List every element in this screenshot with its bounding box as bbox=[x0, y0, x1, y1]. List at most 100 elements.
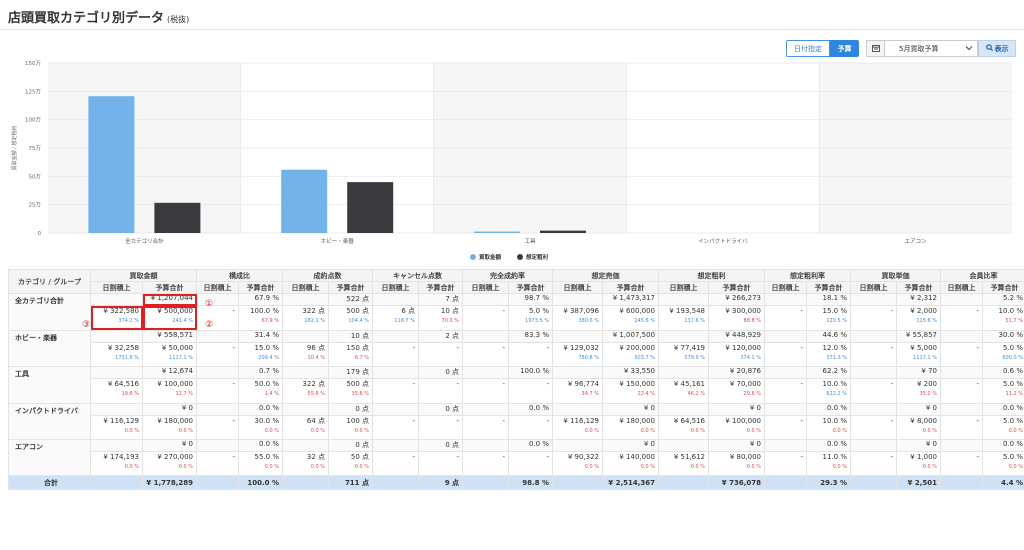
cell-total: ¥ 55,857 bbox=[896, 329, 941, 343]
cell-total: ¥ 12,674 bbox=[142, 366, 197, 380]
cell-detail: 50.0 % 1.4 % bbox=[238, 378, 283, 404]
cell-detail: ¥ 77,419 579.9 % bbox=[658, 341, 709, 368]
cell-total: ¥ 1,207,044 bbox=[142, 293, 197, 307]
date-mode-button[interactable]: 日付指定 bbox=[786, 40, 830, 57]
cell-detail: ¥ 322,580 374.2 % bbox=[90, 305, 143, 331]
category-name: エアコン bbox=[8, 439, 91, 477]
cell-detail: - bbox=[372, 378, 419, 404]
cell-total: 522 点 bbox=[328, 293, 373, 307]
cell-detail: ¥ 64,516 0.0 % bbox=[658, 414, 709, 441]
cell-grand-total: 4.4 % bbox=[982, 475, 1024, 491]
cell-total bbox=[372, 439, 419, 453]
cell-total bbox=[372, 402, 419, 416]
cell-total bbox=[282, 366, 329, 380]
header-sub: 予算合計 bbox=[896, 281, 941, 295]
cell-detail: 64 点 0.0 % bbox=[282, 414, 329, 441]
cell-total bbox=[850, 329, 897, 343]
cell-total: 179 点 bbox=[328, 366, 373, 380]
cell-total: 7 点 bbox=[418, 293, 463, 307]
cell-total: 10 点 bbox=[328, 329, 373, 343]
calendar-icon[interactable] bbox=[866, 40, 884, 57]
cell-total bbox=[658, 366, 709, 380]
cell-detail: ¥ 150,000 22.4 % bbox=[602, 378, 659, 404]
cell-grand-total: 711 点 bbox=[328, 475, 373, 491]
cell-detail: - bbox=[508, 414, 553, 441]
cell-detail: ¥ 50,000 1117.1 % bbox=[142, 341, 197, 368]
header-sub: 日割積上 bbox=[658, 281, 709, 295]
cell-detail: ¥ 180,000 0.0 % bbox=[142, 414, 197, 441]
cell-detail: - bbox=[462, 305, 509, 331]
marker-3: ③ bbox=[82, 320, 91, 330]
cell-detail: - bbox=[850, 414, 897, 441]
cell-detail: ¥ 2,000 115.6 % bbox=[896, 305, 941, 331]
category-name: ホビー・楽器 bbox=[8, 329, 91, 368]
cell-total: 5.2 % bbox=[982, 293, 1024, 307]
cell-total: 30.0 % bbox=[982, 329, 1024, 343]
x-tick-label: 工具 bbox=[524, 238, 536, 245]
header-sub: 日割積上 bbox=[282, 281, 329, 295]
cell-detail: ¥ 116,129 0.0 % bbox=[552, 414, 603, 441]
show-button[interactable]: 表示 bbox=[978, 40, 1016, 57]
cell-detail: 96 点 10.4 % bbox=[282, 341, 329, 368]
cell-total: 62.2 % bbox=[806, 366, 851, 380]
cell-total bbox=[196, 329, 239, 343]
x-tick-label: インパクトドライバ bbox=[698, 238, 748, 245]
cell-total: 100.0 % bbox=[508, 366, 553, 380]
header-sub: 日割積上 bbox=[462, 281, 509, 295]
cell-total bbox=[658, 329, 709, 343]
cell-detail: 32 点 0.0 % bbox=[282, 451, 329, 477]
cell-total: ¥ 2,312 bbox=[896, 293, 941, 307]
cell-detail: - bbox=[508, 341, 553, 368]
cell-total bbox=[850, 402, 897, 416]
cell-total bbox=[462, 439, 509, 453]
cell-detail: - bbox=[462, 414, 509, 441]
cell-detail: - bbox=[764, 378, 807, 404]
cell-detail: - bbox=[462, 341, 509, 368]
cell-total: 0 点 bbox=[328, 439, 373, 453]
x-tick-label: 全カテゴリ合計 bbox=[125, 237, 164, 245]
header-sub: 日割積上 bbox=[552, 281, 603, 295]
chevron-down-icon bbox=[965, 44, 973, 54]
cell-total: ¥ 266,273 bbox=[708, 293, 765, 307]
header-sub: 予算合計 bbox=[602, 281, 659, 295]
cell-total bbox=[372, 293, 419, 307]
legend-label: 想定粗利 bbox=[526, 253, 549, 261]
cell-total bbox=[658, 402, 709, 416]
cell-detail: - bbox=[764, 305, 807, 331]
cell-detail: - bbox=[940, 378, 983, 404]
cell-total bbox=[196, 402, 239, 416]
header-sub: 日割積上 bbox=[196, 281, 239, 295]
cell-total: ¥ 0 bbox=[708, 402, 765, 416]
y-tick-label: 0 bbox=[38, 231, 42, 237]
y-tick-label: 100万 bbox=[25, 117, 41, 124]
cell-detail: 6 点 116.7 % bbox=[372, 305, 419, 331]
cell-total: 0.0 % bbox=[238, 439, 283, 453]
cell-total bbox=[90, 439, 143, 453]
cell-detail: - bbox=[764, 451, 807, 477]
cell-total bbox=[90, 293, 143, 307]
category-name: 全カテゴリ合計 bbox=[8, 293, 91, 331]
cell-detail: ¥ 64,516 19.6 % bbox=[90, 378, 143, 404]
y-tick-label: 75万 bbox=[29, 145, 42, 152]
header-sub: 予算合計 bbox=[508, 281, 553, 295]
budget-mode-button[interactable]: 予算 bbox=[830, 40, 859, 57]
cell-total: ¥ 558,571 bbox=[142, 329, 197, 343]
cell-detail: ¥ 120,000 374.1 % bbox=[708, 341, 765, 368]
cell-detail: 500 点 104.4 % bbox=[328, 305, 373, 331]
cell-detail: ¥ 70,000 29.8 % bbox=[708, 378, 765, 404]
cell-total bbox=[372, 329, 419, 343]
cell-detail: 5.0 % 600.0 % bbox=[982, 341, 1024, 368]
period-select[interactable]: 5月買取予算 bbox=[884, 40, 978, 57]
cell-total bbox=[850, 366, 897, 380]
cell-detail: ¥ 116,129 0.0 % bbox=[90, 414, 143, 441]
cell-grand-total: ¥ 2,514,367 bbox=[602, 475, 659, 491]
x-tick-label: エアコン bbox=[905, 238, 928, 245]
cell-total bbox=[196, 293, 239, 307]
cell-detail: 12.0 % 371.3 % bbox=[806, 341, 851, 368]
category-name: 工具 bbox=[8, 366, 91, 404]
cell-detail: 30.0 % 0.0 % bbox=[238, 414, 283, 441]
cell-detail: - bbox=[196, 305, 239, 331]
cell-total: ¥ 0 bbox=[602, 439, 659, 453]
